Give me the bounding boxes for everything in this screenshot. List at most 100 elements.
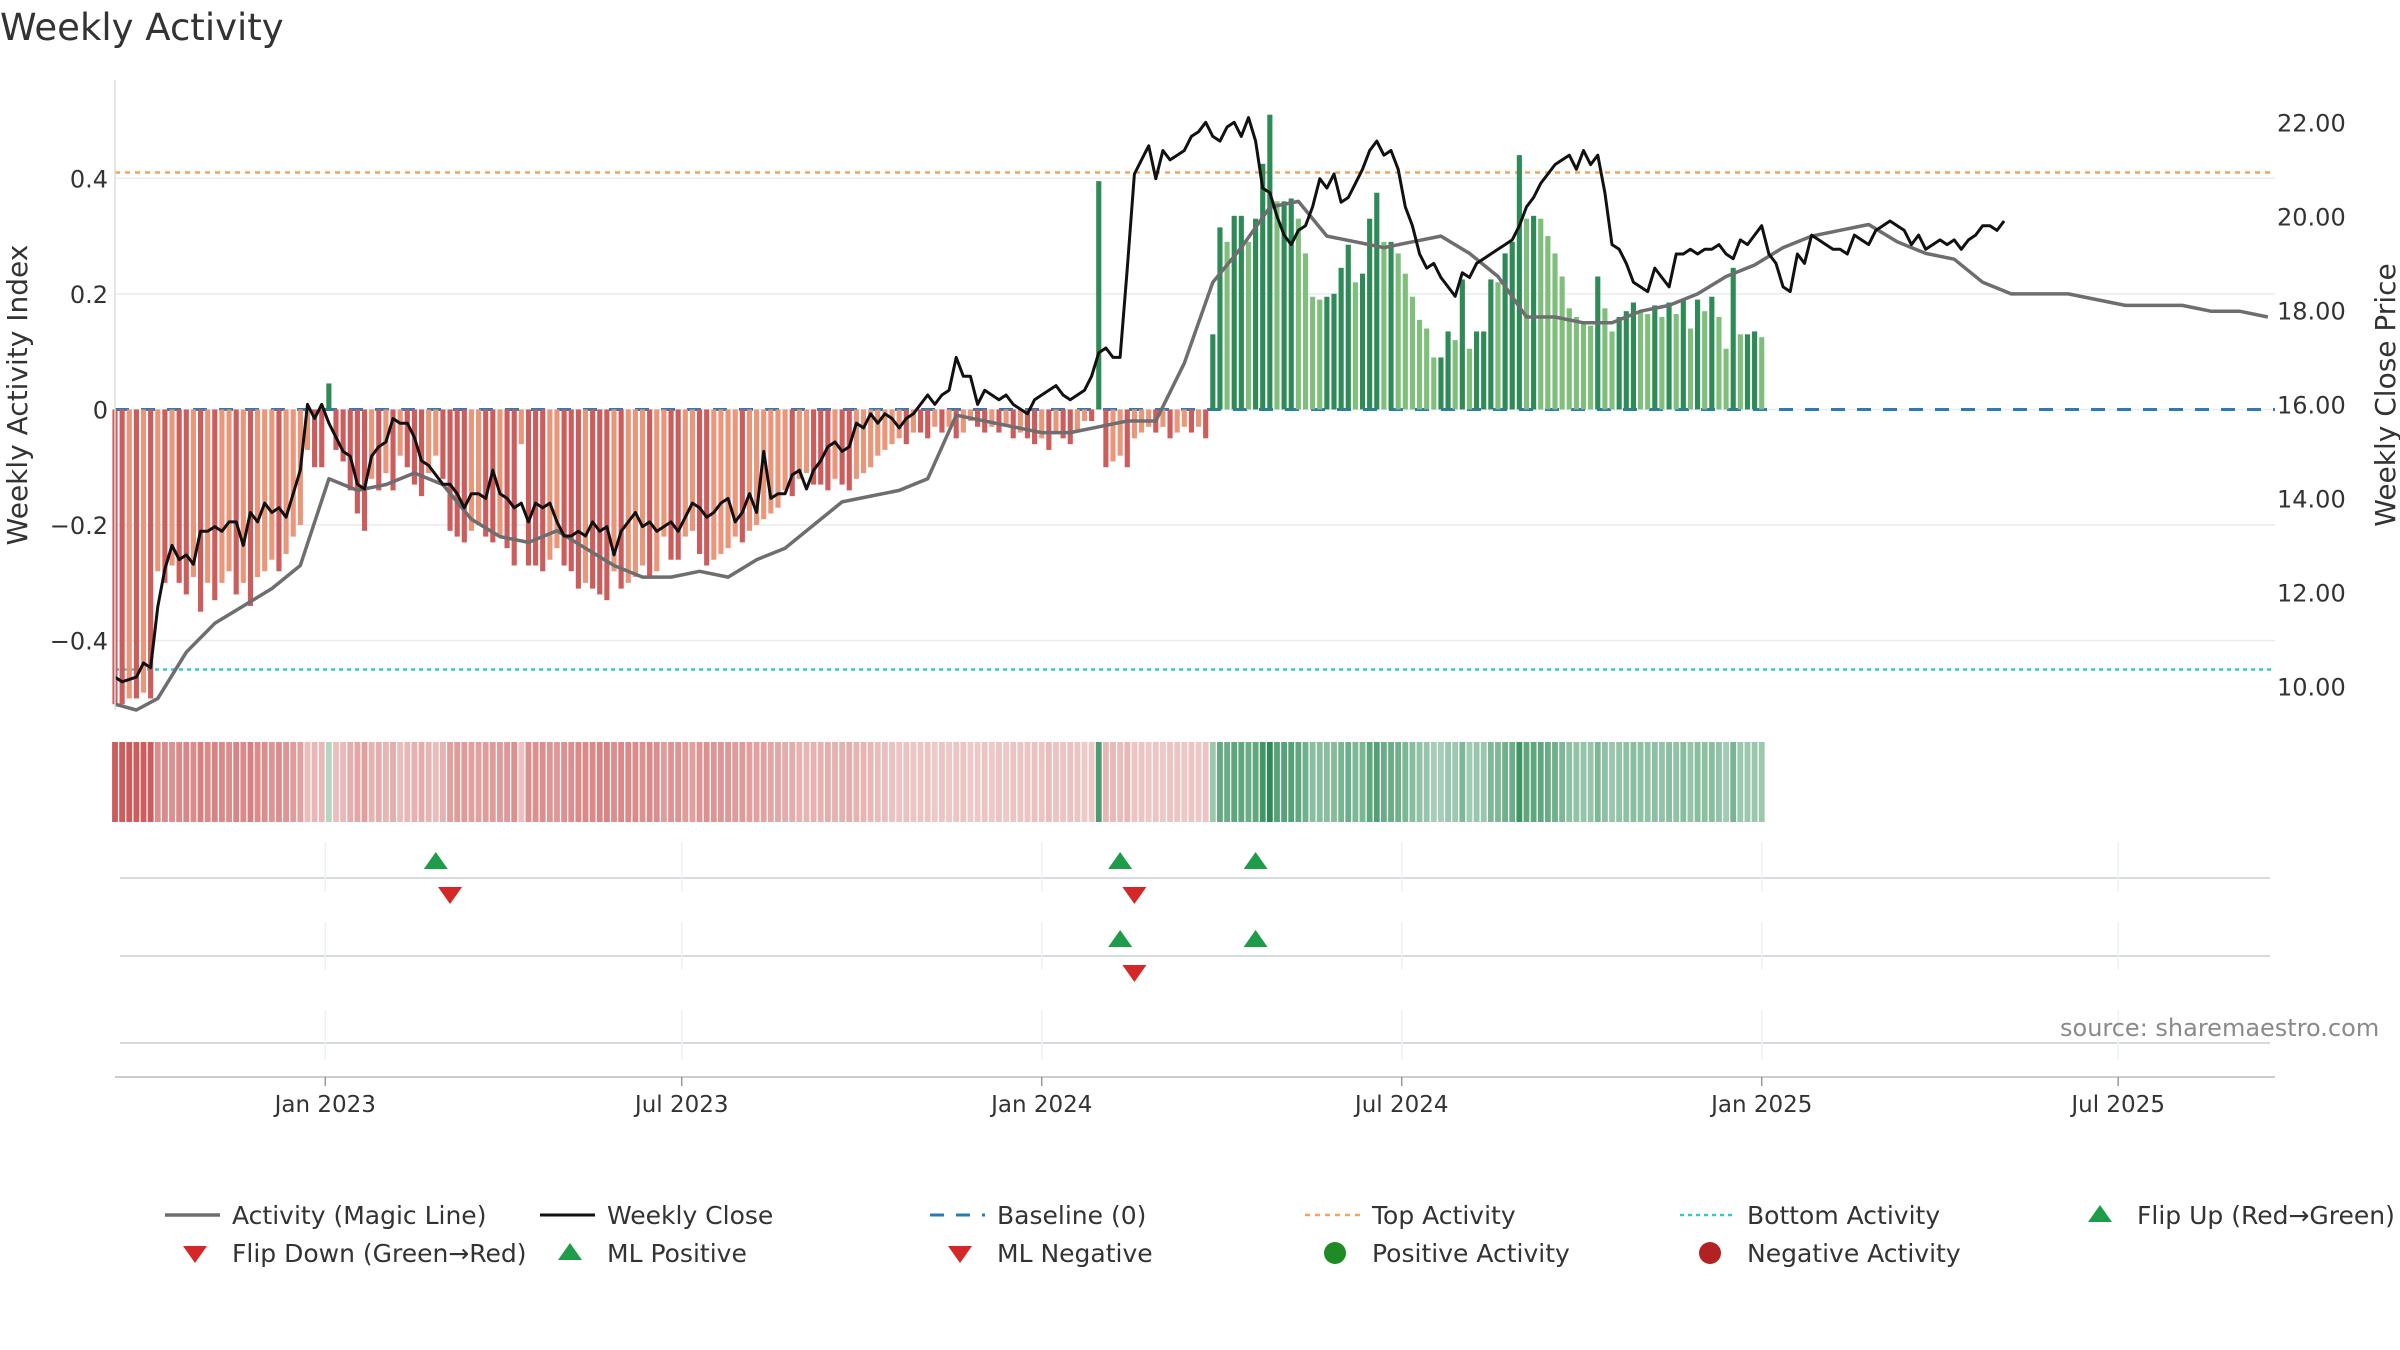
activity-bar (1317, 299, 1323, 410)
strip-cell (254, 742, 261, 822)
strip-cell (960, 742, 967, 822)
activity-bar (1331, 293, 1337, 410)
left-tick-label: −0.4 (50, 628, 108, 656)
strip-cell (1053, 742, 1059, 822)
activity-bar (1096, 181, 1102, 410)
strip-cell (1309, 742, 1316, 822)
strip-cell (1566, 742, 1573, 822)
activity-bar (1502, 253, 1508, 410)
activity-bar (347, 409, 353, 491)
strip-cell (1516, 742, 1523, 822)
activity-bar (967, 409, 974, 422)
strip-cell (1295, 742, 1302, 822)
legend-symbol-icon (930, 1213, 985, 1217)
strip-cell (311, 742, 318, 822)
activity-bar (404, 409, 410, 468)
strip-cell (660, 742, 667, 822)
activity-bar (689, 409, 695, 531)
strip-cell (425, 742, 432, 822)
activity-bar (590, 409, 596, 589)
strip-cell (1224, 742, 1231, 822)
activity-bar (1759, 337, 1765, 410)
strip-cell (1345, 742, 1352, 822)
weekly-close-line (114, 116, 2006, 684)
legend-glyph (1324, 1242, 1346, 1264)
strip-cell (1181, 742, 1188, 822)
strip-cell (461, 742, 468, 822)
activity-bar (155, 409, 161, 572)
activity-bar (1737, 334, 1743, 410)
activity-bar (1089, 409, 1095, 422)
x-tick-label: Jul 2024 (1353, 1092, 1449, 1118)
left-tick-label: −0.2 (50, 512, 108, 540)
activity-bar (946, 409, 952, 427)
activity-bar (1673, 314, 1679, 410)
activity-bar (233, 409, 239, 595)
activity-bar (718, 409, 724, 554)
magic-line (114, 199, 2269, 712)
flip-down-marker (438, 887, 463, 904)
strip-cell (589, 742, 596, 822)
activity-bar (547, 409, 553, 560)
activity-bar (811, 409, 817, 485)
legend-label: Flip Down (Green→Red) (232, 1238, 527, 1268)
activity-bar (247, 409, 254, 606)
strip-cell (1067, 742, 1074, 822)
activity-bar (354, 409, 360, 514)
strip-cell (190, 742, 197, 822)
activity-bar (1616, 316, 1622, 410)
activity-bar (896, 409, 902, 439)
activity-bar (739, 409, 745, 543)
strip-cell (739, 742, 746, 822)
strip-cell (404, 742, 411, 822)
strip-cell (1409, 742, 1416, 822)
strip-cell (468, 742, 475, 822)
activity-bar (597, 409, 603, 595)
strip-cell (1274, 742, 1280, 822)
activity-bar (433, 409, 439, 456)
legend-glyph (558, 1243, 582, 1260)
strip-cell (1737, 742, 1744, 822)
activity-bar (696, 409, 703, 554)
strip-cell (668, 742, 674, 822)
strip-cell (482, 742, 489, 822)
strip-cell (439, 742, 446, 822)
activity-bar (255, 409, 261, 578)
activity-bar (725, 409, 731, 549)
strip-cell (1480, 742, 1487, 822)
strip-cell (996, 742, 1002, 822)
strip-cell (147, 742, 154, 822)
strip-cell (532, 742, 539, 822)
strip-cell (1288, 742, 1295, 822)
activity-bar (533, 409, 539, 566)
strip-cell (1601, 742, 1608, 822)
legend-label: Baseline (0) (997, 1200, 1147, 1230)
strip-cell (1238, 742, 1245, 822)
strip-cell (1074, 742, 1081, 822)
x-axis: Jan 2023 Jul 2023 Jan 2024 Jul 2024 Jan 2025… (115, 1076, 2275, 1118)
strip-cell (917, 742, 924, 822)
activity-bar (454, 409, 460, 537)
strip-cell (1452, 742, 1459, 822)
legend-item: Baseline (0) (915, 1200, 1146, 1230)
strip-cell (1716, 742, 1722, 822)
strip-cell (582, 742, 589, 822)
source-note: source: sharemaestro.com (2060, 1014, 2380, 1042)
activity-bar (882, 409, 888, 450)
strip-cell (1559, 742, 1566, 822)
activity-bar (312, 409, 318, 468)
strip-cell (1352, 742, 1359, 822)
activity-bar (1623, 311, 1629, 410)
activity-bar (1566, 308, 1572, 410)
activity-bar (1509, 241, 1515, 410)
strip-cell (796, 742, 803, 822)
legend-glyph (948, 1246, 972, 1263)
strip-cell (546, 742, 553, 822)
activity-bar (390, 409, 396, 491)
strip-cell (518, 742, 525, 822)
strip-cell (1124, 742, 1131, 822)
strip-cell (1110, 742, 1116, 822)
activity-bar (426, 409, 432, 474)
activity-bar (1352, 282, 1358, 410)
strip-cell (497, 742, 503, 822)
